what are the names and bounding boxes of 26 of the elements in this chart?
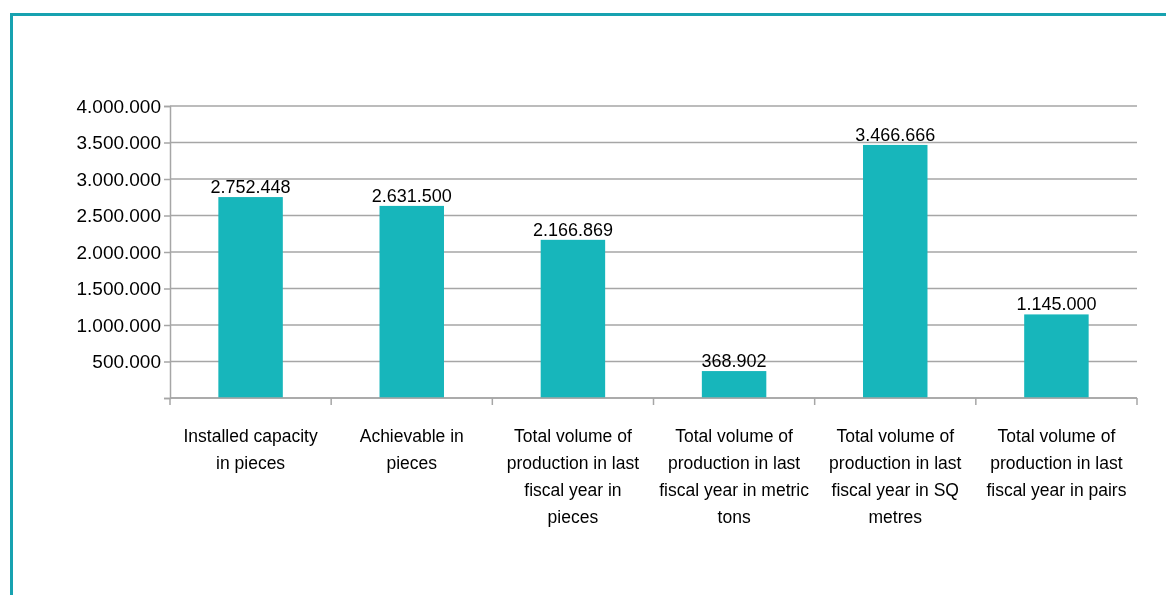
data-label: 2.166.869 <box>532 219 613 240</box>
x-tick-label: Achievable in pieces <box>359 426 464 473</box>
data-label: 3.466.666 <box>855 124 936 145</box>
data-label: 2.631.500 <box>371 185 452 206</box>
y-tick-label: 3.000.000 <box>76 168 161 190</box>
y-tick-label: 4.000.000 <box>76 95 161 117</box>
bar <box>863 144 928 398</box>
bar <box>218 197 283 398</box>
y-tick-label: 1.000.000 <box>76 314 161 336</box>
bar <box>540 239 606 398</box>
x-tick-label: Total volume of production in last fiscal year in SQ metres <box>829 426 962 527</box>
x-tick-label: Total volume of production in last fiscal year in pairs <box>986 426 1127 500</box>
data-label: 1.145.000 <box>1016 294 1097 315</box>
y-tick-label: 2.500.000 <box>76 205 161 227</box>
data-label: 2.752.448 <box>210 177 291 198</box>
x-tick-label: Total volume of production in last fiscal year in metric tons <box>659 426 810 527</box>
bar <box>1024 314 1089 398</box>
y-tick-label: 1.500.000 <box>76 278 161 300</box>
x-tick-label: Total volume of production in last fiscal year in pieces <box>506 426 640 527</box>
bar <box>379 205 444 398</box>
y-tick-label: 2.000.000 <box>76 241 161 263</box>
bar <box>701 371 767 398</box>
y-tick-label: 500.000 <box>92 351 161 373</box>
x-tick-label: Installed capacity in pieces <box>183 426 318 473</box>
data-label: 368.902 <box>701 351 767 372</box>
y-tick-label: 3.500.000 <box>76 132 161 154</box>
